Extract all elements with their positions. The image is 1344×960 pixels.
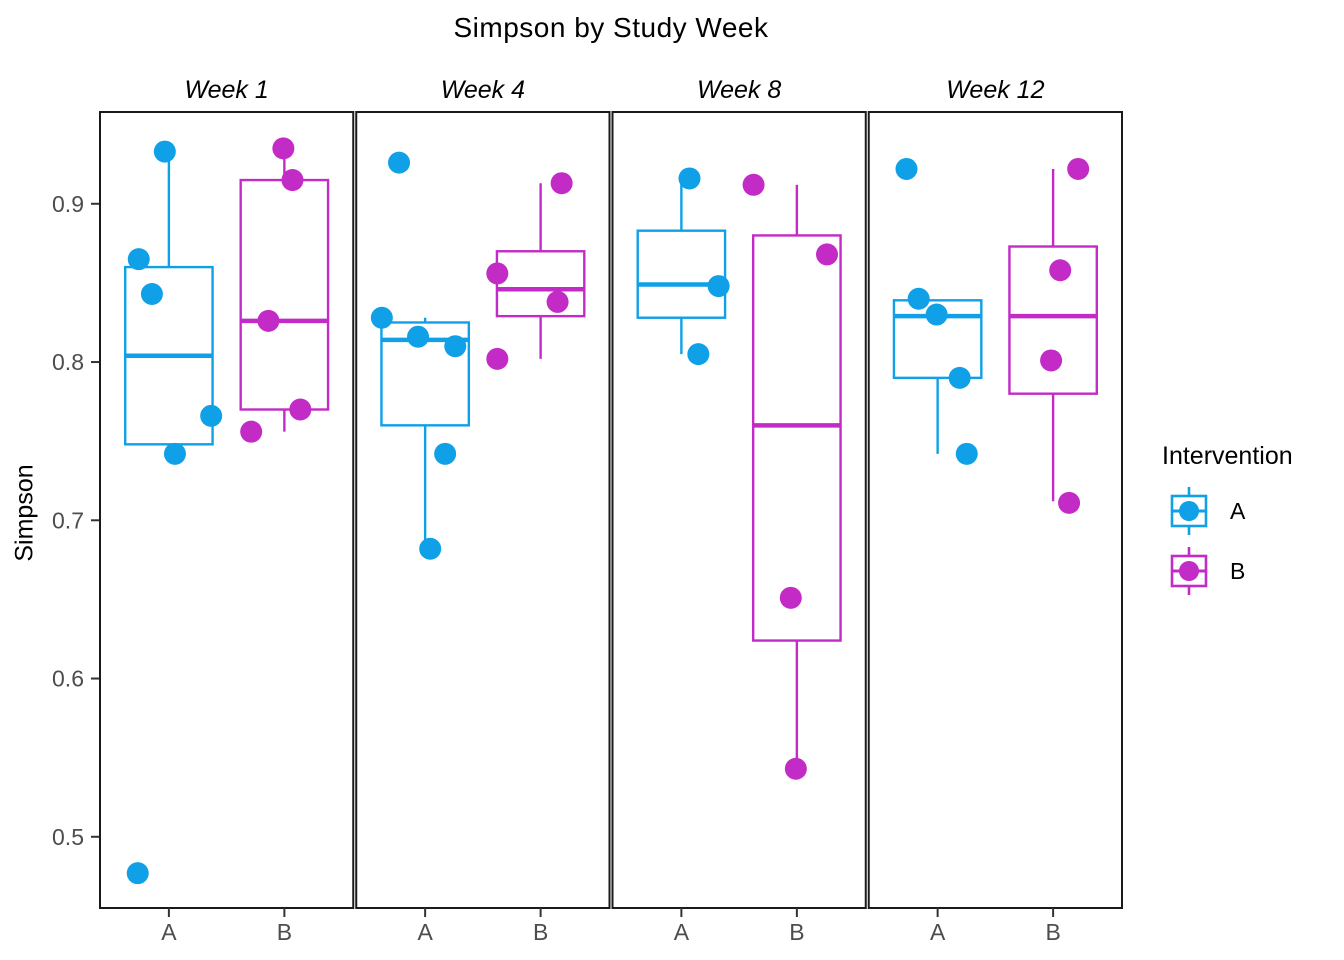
jitter-point	[1058, 491, 1081, 514]
jitter-point	[272, 137, 295, 160]
jitter-point	[816, 243, 839, 266]
y-tick-label: 0.6	[52, 666, 84, 692]
jitter-point	[289, 398, 312, 421]
legend-entry-b: B	[1168, 545, 1293, 597]
boxplot-key-icon	[1170, 547, 1208, 595]
jitter-point	[907, 287, 930, 310]
facet-label: Week 12	[946, 76, 1044, 104]
legend-title: Intervention	[1162, 442, 1293, 470]
boxplot-key-icon	[1170, 487, 1208, 535]
x-tick-label: B	[1045, 919, 1060, 945]
legend-entry-a: A	[1168, 485, 1293, 537]
y-tick-label: 0.7	[52, 507, 84, 533]
jitter-point	[140, 282, 163, 305]
jitter-point	[895, 157, 918, 180]
jitter-point	[163, 442, 186, 465]
x-tick-label: A	[674, 919, 690, 945]
panel-border	[99, 111, 355, 909]
jitter-point	[687, 343, 710, 366]
jitter-point	[550, 172, 573, 195]
y-tick-label: 0.9	[52, 191, 84, 217]
x-tick-label: A	[417, 919, 433, 945]
jitter-point	[434, 442, 457, 465]
legend-label-b: B	[1230, 557, 1246, 584]
jitter-point	[546, 290, 569, 313]
y-tick-label: 0.5	[52, 824, 84, 850]
jitter-point	[419, 537, 442, 560]
jitter-point	[1049, 259, 1072, 282]
legend-label-a: A	[1230, 497, 1246, 524]
jitter-point	[779, 586, 802, 609]
panel-border	[611, 111, 867, 909]
jitter-point	[955, 442, 978, 465]
jitter-point	[240, 420, 263, 443]
x-tick-label: A	[161, 919, 177, 945]
chart-title: Simpson by Study Week	[453, 12, 769, 43]
box-b	[239, 178, 330, 411]
x-tick-label: B	[789, 919, 804, 945]
box-b	[495, 250, 586, 318]
panel-border	[867, 111, 1123, 909]
jitter-point	[948, 366, 971, 389]
x-tick-label: B	[277, 919, 292, 945]
jitter-point	[388, 151, 411, 174]
jitter-point	[407, 325, 430, 348]
facet-label: Week 1	[184, 76, 268, 104]
panel-border	[355, 111, 611, 909]
jitter-point	[200, 404, 223, 427]
jitter-point	[153, 140, 176, 163]
jitter-point	[444, 335, 467, 358]
jitter-point	[127, 248, 150, 271]
y-tick-label: 0.8	[52, 349, 84, 375]
jitter-point	[1040, 349, 1063, 372]
facet-label: Week 4	[441, 76, 525, 104]
jitter-point	[784, 757, 807, 780]
jitter-point	[370, 306, 393, 329]
jitter-point	[126, 862, 149, 885]
facet-label: Week 8	[697, 76, 781, 104]
jitter-point	[281, 169, 304, 192]
jitter-point	[925, 303, 948, 326]
box-b	[751, 234, 842, 642]
jitter-point	[707, 275, 730, 298]
jitter-point	[257, 309, 280, 332]
jitter-point	[678, 167, 701, 190]
x-tick-label: B	[533, 919, 548, 945]
jitter-point	[486, 347, 509, 370]
jitter-point	[742, 173, 765, 196]
box-a	[636, 229, 727, 319]
legend: Intervention A B	[1160, 442, 1293, 605]
jitter-point	[1067, 157, 1090, 180]
x-tick-label: A	[930, 919, 946, 945]
jitter-point	[486, 262, 509, 285]
